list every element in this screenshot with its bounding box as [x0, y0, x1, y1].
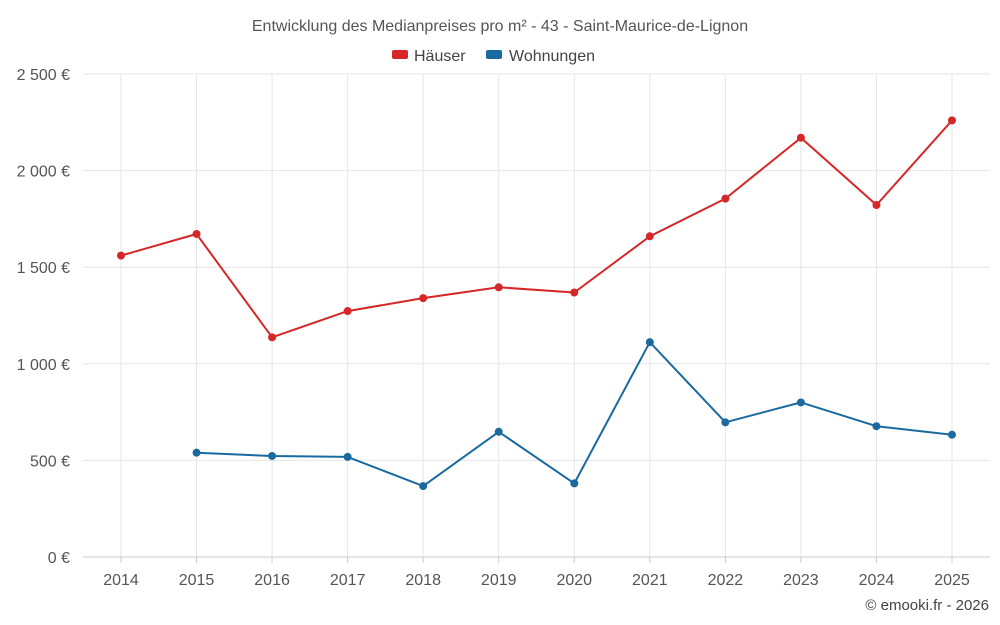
- data-point-haeuser[interactable]: [268, 333, 277, 342]
- data-point-haeuser[interactable]: [419, 294, 428, 303]
- chart-title: Entwicklung des Medianpreises pro m² - 4…: [252, 18, 748, 35]
- data-point-haeuser[interactable]: [192, 229, 201, 238]
- x-tick-label: 2020: [556, 572, 592, 589]
- x-tick-label: 2018: [405, 572, 441, 589]
- x-tick-label: 2024: [859, 572, 895, 589]
- data-point-haeuser[interactable]: [872, 200, 881, 209]
- y-tick-label: 0 €: [48, 550, 70, 567]
- data-point-wohnungen[interactable]: [570, 479, 579, 488]
- data-point-wohnungen[interactable]: [419, 482, 428, 491]
- data-point-wohnungen[interactable]: [948, 430, 956, 439]
- y-tick-label: 2 000 €: [17, 164, 70, 181]
- legend-swatch-haeuser: [392, 50, 408, 59]
- x-tick-label: 2019: [481, 572, 517, 589]
- grid: [83, 73, 990, 558]
- x-tick-label: 2025: [934, 572, 970, 589]
- x-axis: 2014 2015 2016 2017 2018 2019 2020 2021 2022 2023…: [83, 556, 990, 589]
- x-tick-label: 2023: [783, 572, 819, 589]
- x-tick-label: 2021: [632, 572, 668, 589]
- data-point-wohnungen[interactable]: [721, 418, 730, 427]
- y-tick-label: 2 500 €: [17, 67, 70, 84]
- legend[interactable]: Häuser Wohnungen: [392, 48, 595, 65]
- data-point-wohnungen[interactable]: [645, 338, 654, 347]
- data-point-wohnungen[interactable]: [872, 422, 881, 431]
- data-point-haeuser[interactable]: [796, 133, 805, 142]
- x-tick-label: 2014: [103, 572, 139, 589]
- x-tick-label: 2015: [179, 572, 215, 589]
- credit-text: © emooki.fr - 2026: [865, 597, 989, 614]
- y-tick-label: 1 500 €: [17, 260, 70, 277]
- data-point-haeuser[interactable]: [494, 283, 503, 292]
- data-point-haeuser[interactable]: [721, 194, 730, 203]
- data-point-wohnungen[interactable]: [494, 427, 503, 436]
- legend-item-wohnungen[interactable]: Wohnungen: [486, 48, 595, 65]
- legend-label-wohnungen: Wohnungen: [509, 48, 595, 65]
- legend-label-haeuser: Häuser: [414, 48, 466, 65]
- y-tick-label: 500 €: [30, 453, 70, 470]
- data-point-wohnungen[interactable]: [268, 451, 277, 460]
- x-tick-label: 2016: [254, 572, 290, 589]
- legend-swatch-wohnungen: [486, 50, 502, 59]
- series-line-haeuser: [120, 119, 953, 339]
- data-point-wohnungen[interactable]: [192, 448, 201, 457]
- x-tick-label: 2017: [330, 572, 366, 589]
- data-point-haeuser[interactable]: [645, 232, 654, 241]
- data-point-haeuser[interactable]: [117, 251, 125, 260]
- x-tick-label: 2022: [708, 572, 744, 589]
- data-point-wohnungen[interactable]: [343, 452, 352, 461]
- data-point-wohnungen[interactable]: [796, 398, 805, 407]
- y-tick-label: 1 000 €: [17, 357, 70, 374]
- legend-item-haeuser[interactable]: Häuser: [392, 48, 466, 65]
- y-axis: 0 € 500 € 1 000 € 1 500 € 2 000 € 2 500 €: [17, 67, 70, 567]
- data-point-haeuser[interactable]: [343, 307, 352, 316]
- data-point-haeuser[interactable]: [570, 288, 579, 297]
- data-point-haeuser[interactable]: [948, 116, 956, 125]
- series-group: [117, 116, 956, 491]
